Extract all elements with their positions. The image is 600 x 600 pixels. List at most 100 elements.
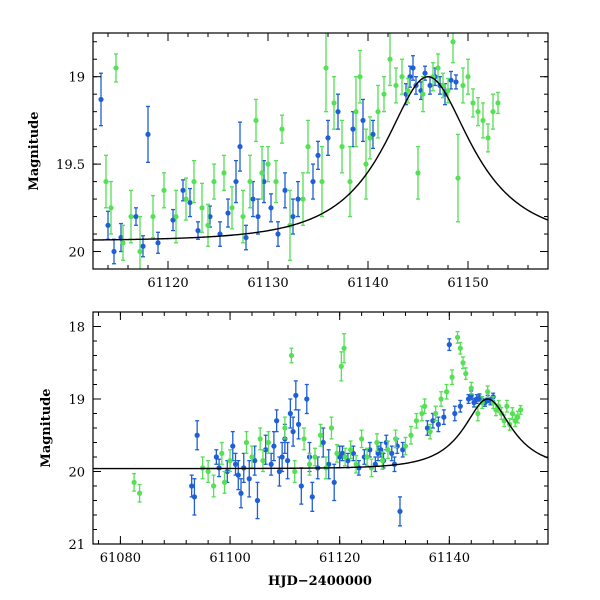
marker	[405, 88, 411, 94]
marker	[335, 109, 341, 115]
marker	[150, 213, 156, 220]
data-point-green	[211, 474, 217, 498]
data-point-blue	[372, 456, 378, 473]
data-point-green	[485, 123, 491, 153]
marker	[379, 458, 386, 464]
data-point-blue	[235, 459, 241, 491]
marker	[334, 450, 340, 456]
data-point-green	[430, 62, 436, 92]
x-tick-label: 61140	[347, 276, 388, 291]
marker	[367, 135, 373, 141]
marker	[350, 126, 356, 132]
data-point-green	[440, 72, 446, 99]
data-point-green	[273, 159, 279, 204]
marker	[268, 461, 274, 467]
data-point-blue	[335, 93, 341, 130]
data-point-green	[334, 444, 340, 463]
marker	[273, 178, 279, 185]
marker	[430, 418, 436, 424]
marker	[219, 450, 225, 456]
data-point-green	[353, 454, 359, 474]
data-point-green	[495, 91, 501, 115]
data-point-blue	[457, 399, 463, 413]
data-point-blue	[254, 481, 261, 520]
data-point-green	[243, 430, 250, 455]
marker	[183, 196, 189, 202]
marker	[410, 65, 416, 71]
data-point-green	[387, 33, 393, 87]
marker	[385, 447, 391, 453]
data-point-green	[292, 459, 298, 484]
data-point-blue	[350, 445, 356, 462]
data-point-green	[191, 159, 197, 204]
marker	[211, 178, 217, 185]
data-point-green	[120, 224, 126, 261]
data-point-blue	[243, 224, 249, 251]
marker	[265, 439, 272, 446]
marker	[399, 74, 405, 80]
marker	[370, 131, 376, 137]
marker	[293, 392, 299, 398]
marker	[235, 472, 241, 478]
marker	[271, 443, 277, 449]
marker	[238, 490, 244, 496]
data-point-green	[183, 177, 189, 221]
bottom-panel-ticks: 61080 61100 61120 61140 18 19 20 21	[68, 311, 548, 566]
marker	[465, 74, 471, 80]
marker	[378, 447, 384, 453]
y-tick-label: 19	[68, 71, 85, 86]
data-point-green	[331, 76, 337, 130]
marker	[339, 144, 345, 150]
top-panel-plot-area	[93, 33, 548, 269]
data-point-green	[328, 416, 335, 440]
marker	[348, 447, 354, 453]
marker	[452, 410, 458, 417]
marker	[257, 436, 263, 442]
data-point-blue	[367, 441, 373, 458]
marker	[317, 432, 324, 438]
marker	[128, 213, 134, 220]
data-point-green	[300, 172, 306, 226]
marker	[353, 109, 359, 115]
data-point-green	[485, 385, 491, 399]
marker	[224, 468, 230, 475]
marker	[504, 403, 510, 409]
x-tick-label: 61100	[209, 551, 250, 566]
y-tick-label: 20	[68, 466, 85, 481]
marker	[260, 458, 266, 464]
data-point-blue	[287, 398, 293, 429]
marker	[360, 117, 366, 124]
data-point-green	[375, 84, 381, 139]
marker	[453, 79, 459, 85]
marker	[265, 161, 271, 167]
marker	[364, 454, 370, 460]
marker	[381, 91, 387, 97]
marker	[211, 483, 217, 489]
data-point-green	[454, 330, 461, 344]
marker	[438, 396, 444, 402]
data-point-green	[265, 145, 271, 183]
data-point-blue	[285, 441, 291, 480]
data-point-blue	[250, 180, 256, 218]
marker	[221, 170, 227, 176]
marker	[319, 178, 325, 185]
data-point-green	[279, 114, 285, 144]
data-point-green	[259, 145, 265, 200]
marker	[105, 222, 111, 228]
marker	[443, 389, 450, 395]
marker	[295, 421, 302, 427]
marker	[180, 187, 186, 193]
marker	[427, 429, 433, 435]
data-point-blue	[375, 445, 381, 462]
marker	[295, 196, 301, 202]
marker	[475, 109, 481, 115]
marker	[372, 461, 378, 467]
data-point-blue	[309, 481, 315, 513]
data-point-blue	[360, 98, 366, 143]
x-tick-label: 61140	[429, 551, 470, 566]
data-point-green	[422, 398, 428, 415]
data-point-green	[288, 347, 295, 364]
data-point-green	[420, 76, 426, 113]
data-point-green	[113, 53, 119, 83]
